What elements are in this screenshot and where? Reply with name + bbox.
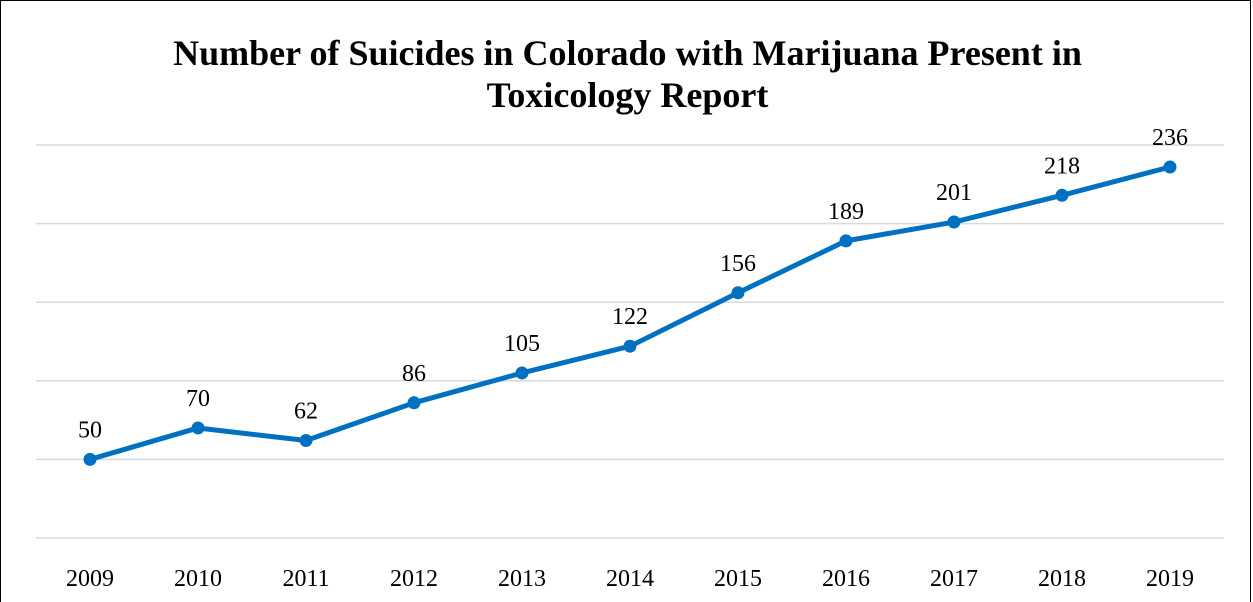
x-tick-label: 2010 [174, 566, 222, 592]
data-labels: 50 70 62 86 105 122 156 189 201 218 236 [78, 125, 1188, 443]
data-point [1055, 188, 1069, 202]
x-tick-label: 2016 [822, 566, 870, 592]
data-label: 62 [294, 399, 318, 425]
x-tick-label: 2015 [714, 566, 762, 592]
data-point [1163, 160, 1177, 174]
data-points [83, 160, 1177, 466]
data-label: 86 [402, 361, 426, 387]
data-label: 218 [1044, 153, 1080, 179]
x-tick-label: 2012 [390, 566, 438, 592]
data-label: 189 [828, 199, 864, 225]
data-point [515, 366, 529, 380]
data-point [407, 396, 421, 410]
data-point [623, 339, 637, 353]
x-axis-tick-labels: 2009 2010 2011 2012 2013 2014 2015 2016 2017 2018… [66, 566, 1194, 592]
chart-title-line-1: Number of Suicides in Colorado with Mari… [173, 33, 1082, 73]
x-tick-label: 2018 [1038, 566, 1086, 592]
data-label: 236 [1152, 125, 1188, 151]
x-tick-label: 2019 [1146, 566, 1194, 592]
x-tick-label: 2017 [930, 566, 978, 592]
data-label: 122 [612, 304, 648, 330]
data-label: 156 [720, 251, 756, 277]
data-label: 70 [186, 386, 210, 412]
x-tick-label: 2011 [282, 566, 329, 592]
chart-title-line-2: Toxicology Report [486, 75, 769, 115]
gridlines [36, 144, 1224, 539]
chart-title: Number of Suicides in Colorado with Mari… [1, 32, 1253, 116]
data-label: 105 [504, 331, 540, 357]
data-point [299, 434, 313, 448]
data-point [731, 286, 745, 300]
data-point [83, 452, 97, 466]
data-label: 50 [78, 417, 102, 443]
data-point [191, 421, 205, 435]
x-tick-label: 2009 [66, 566, 114, 592]
data-point [839, 234, 853, 248]
data-label: 201 [936, 180, 972, 206]
x-tick-label: 2013 [498, 566, 546, 592]
data-point [947, 215, 961, 229]
x-tick-label: 2014 [606, 566, 654, 592]
